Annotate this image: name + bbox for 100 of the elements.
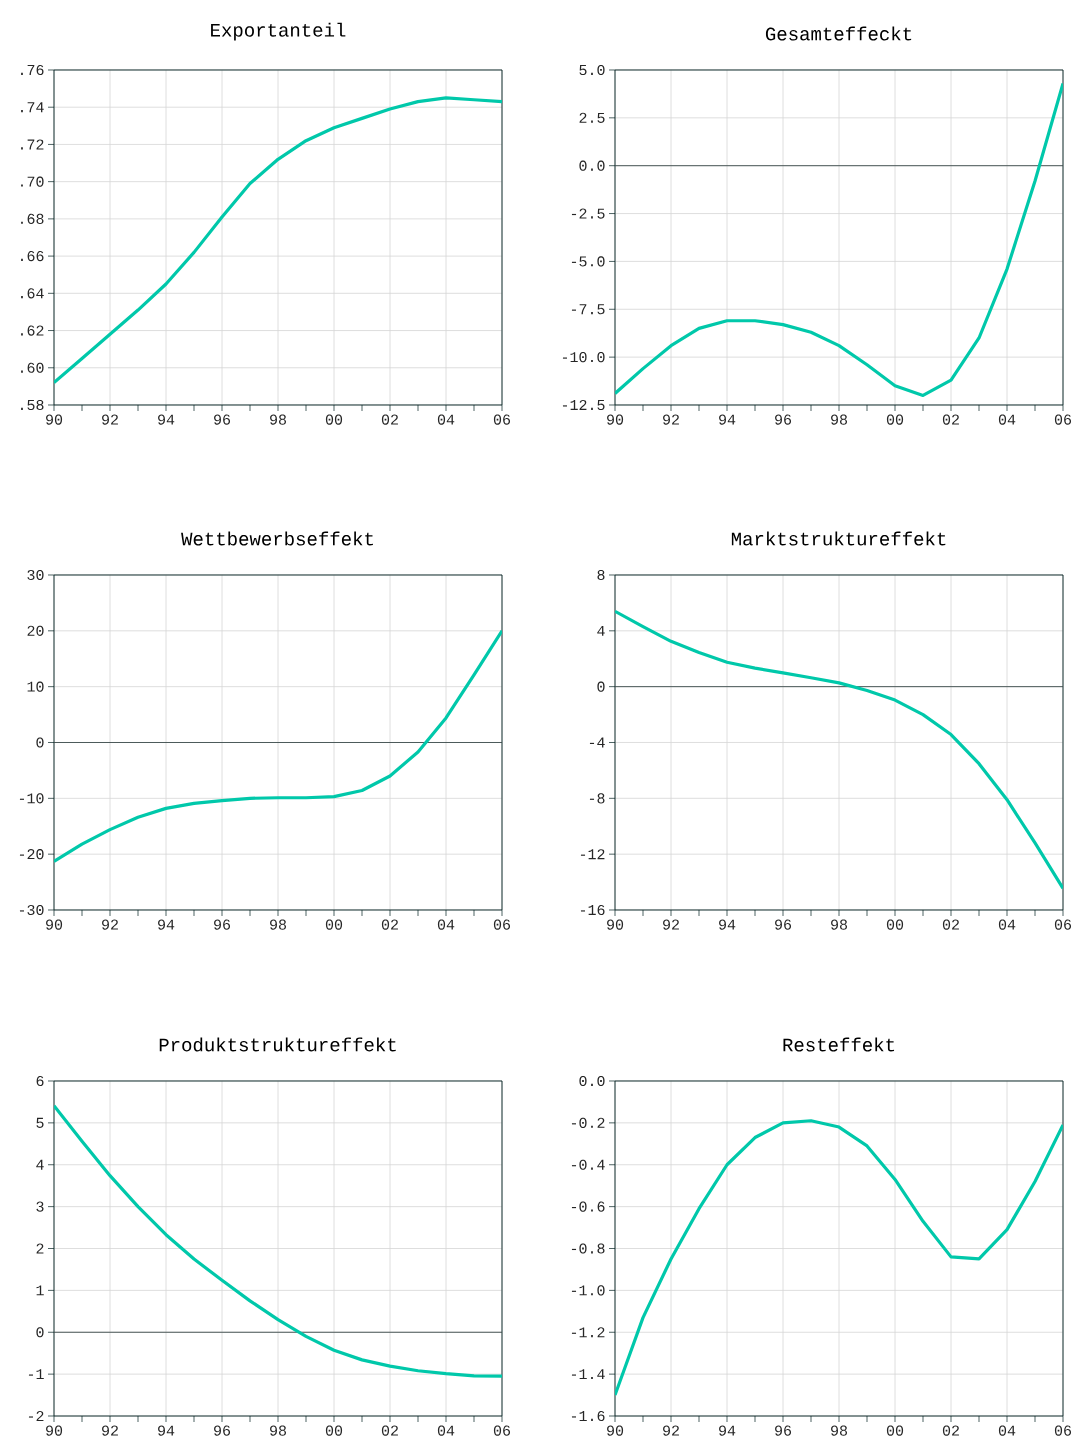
- y-tick-label: -20: [19, 849, 44, 860]
- x-tick-label: 04: [998, 919, 1016, 930]
- line-series: [615, 1119, 1064, 1397]
- y-tick-label: -0.4: [571, 1159, 605, 1170]
- x-tick-label: 94: [719, 414, 736, 425]
- y-tick-label: -1.6: [571, 1410, 605, 1422]
- y-tick-label: .70: [21, 176, 44, 187]
- line-series: [54, 629, 502, 864]
- y-tick-label: .58: [21, 399, 44, 411]
- x-tick-label: 96: [775, 919, 792, 930]
- y-tick-label: 30: [27, 569, 44, 581]
- y-tick-label: .68: [21, 213, 44, 224]
- y-tick-label: 0: [36, 737, 44, 748]
- x-tick-label: 04: [437, 919, 455, 930]
- x-tick-label: 02: [381, 414, 398, 425]
- x-tick-label: 92: [102, 414, 118, 425]
- line-series: [615, 81, 1064, 398]
- line-series: [54, 1104, 502, 1378]
- y-tick-label: 0: [597, 681, 605, 692]
- x-tick-label: 00: [886, 919, 904, 930]
- x-tick-label: 96: [775, 1425, 792, 1436]
- x-tick-label: 92: [102, 1425, 118, 1436]
- x-tick-label: 00: [325, 414, 343, 425]
- x-tick-label: 92: [663, 1425, 679, 1436]
- y-tick-label: 5.0: [579, 64, 605, 76]
- x-tick-label: 96: [214, 919, 231, 930]
- y-tick-label: 4: [36, 1159, 44, 1170]
- y-tick-label: .60: [21, 362, 44, 373]
- x-tick-label: 92: [663, 414, 679, 425]
- x-tick-label: 98: [270, 1425, 287, 1436]
- x-tick-label: 00: [325, 1425, 343, 1436]
- x-tick-label: 04: [437, 1425, 455, 1436]
- y-tick-label: -1: [28, 1369, 44, 1380]
- x-tick-label: 04: [998, 414, 1016, 425]
- y-tick-label: -12.5: [562, 399, 605, 411]
- x-tick-label: 06: [493, 1425, 511, 1436]
- x-tick-label: 02: [942, 414, 959, 425]
- x-tick-label: 90: [46, 919, 63, 930]
- y-tick-label: -1.4: [571, 1369, 605, 1380]
- chart-title: Exportanteil: [211, 22, 346, 41]
- y-tick-label: 2.5: [579, 112, 605, 123]
- y-tick-label: -1.0: [571, 1285, 605, 1296]
- x-tick-label: 90: [46, 414, 63, 425]
- y-tick-label: -2.5: [571, 208, 605, 219]
- x-tick-label: 94: [158, 919, 175, 930]
- x-tick-label: 06: [1054, 1425, 1072, 1436]
- y-tick-label: -0.8: [571, 1243, 605, 1254]
- y-tick-label: -12: [580, 849, 605, 860]
- x-tick-label: 06: [493, 919, 511, 930]
- y-tick-label: -5.0: [571, 256, 605, 267]
- y-tick-label: -0.6: [571, 1201, 605, 1212]
- x-tick-label: 06: [1054, 919, 1072, 930]
- x-tick-label: 90: [607, 414, 624, 425]
- y-tick-label: .76: [21, 64, 44, 76]
- y-tick-label: 1: [36, 1285, 44, 1296]
- x-tick-label: 98: [831, 1425, 848, 1436]
- x-tick-label: 96: [214, 1425, 231, 1436]
- y-tick-label: 6: [36, 1075, 44, 1087]
- x-tick-label: 96: [214, 414, 231, 425]
- y-tick-label: 0: [36, 1327, 44, 1338]
- y-tick-label: -1.2: [571, 1327, 605, 1338]
- line-series: [54, 96, 502, 385]
- chart-title: Produktstruktureffekt: [159, 1037, 396, 1052]
- x-tick-label: 98: [831, 414, 848, 425]
- x-tick-label: 02: [381, 1425, 398, 1436]
- x-tick-label: 98: [270, 919, 287, 930]
- y-tick-label: 5: [36, 1117, 44, 1128]
- x-tick-label: 94: [719, 1425, 736, 1436]
- x-tick-label: 02: [381, 919, 398, 930]
- y-tick-label: -16: [580, 904, 605, 916]
- chart-title: Resteffekt: [783, 1037, 895, 1052]
- y-tick-label: .64: [21, 288, 44, 299]
- y-tick-label: -10.0: [562, 352, 605, 363]
- chart-title: Wettbewerbseffekt: [181, 531, 373, 546]
- x-tick-label: 94: [158, 414, 175, 425]
- x-tick-label: 96: [775, 414, 792, 425]
- y-tick-label: -10: [19, 793, 44, 804]
- y-tick-label: 0.0: [579, 160, 605, 171]
- y-tick-label: -0.2: [571, 1117, 605, 1128]
- line-series: [615, 609, 1064, 890]
- x-tick-label: 94: [719, 919, 736, 930]
- y-tick-label: -7.5: [571, 304, 605, 315]
- y-tick-label: .66: [21, 251, 44, 262]
- chart-title: Gesamteffeckt: [765, 26, 912, 41]
- y-tick-label: .74: [21, 102, 44, 113]
- y-tick-label: 20: [27, 625, 44, 636]
- y-tick-label: -30: [19, 904, 44, 916]
- x-tick-label: 90: [607, 919, 624, 930]
- x-tick-label: 92: [663, 919, 679, 930]
- x-tick-label: 06: [493, 414, 511, 425]
- y-tick-label: .62: [21, 325, 44, 336]
- x-tick-label: 00: [886, 414, 904, 425]
- x-tick-label: 02: [942, 1425, 959, 1436]
- y-tick-label: 0.0: [579, 1075, 605, 1087]
- x-tick-label: 94: [158, 1425, 175, 1436]
- x-tick-label: 90: [607, 1425, 624, 1436]
- chart-title: Marktstruktureffekt: [731, 531, 946, 546]
- y-tick-label: -2: [28, 1410, 44, 1422]
- y-tick-label: 2: [36, 1243, 44, 1254]
- y-tick-label: -4: [589, 737, 605, 748]
